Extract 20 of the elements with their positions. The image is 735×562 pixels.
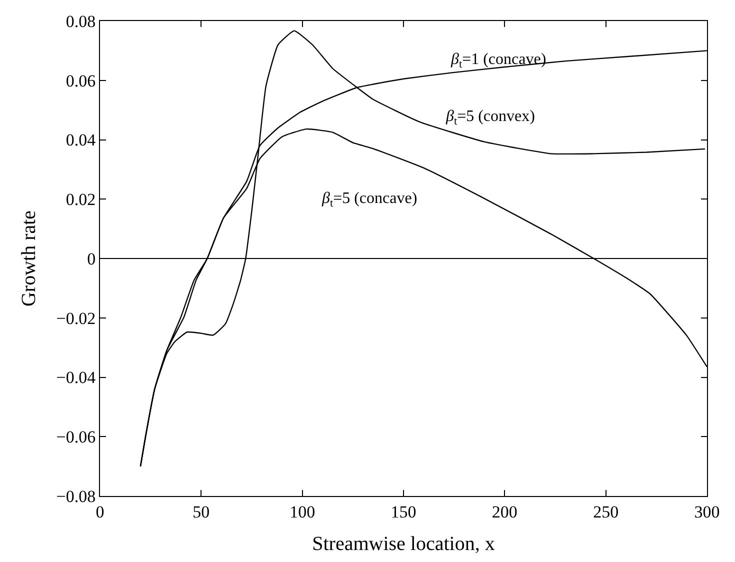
x-tick-label: 300	[694, 502, 720, 522]
y-tick-label: 0.02	[66, 190, 96, 210]
y-tick-label: −0.04	[56, 368, 96, 388]
y-tick-label: −0.06	[56, 428, 96, 447]
y-tick-label: 0.06	[66, 71, 96, 90]
y-tick-label: −0.02	[56, 308, 96, 328]
y-axis-title: Growth rate	[18, 210, 40, 307]
x-tick-label: 100	[290, 502, 316, 522]
y-tick-label: 0.04	[66, 130, 96, 150]
x-tick-label: 250	[593, 502, 619, 522]
series-label: β$_{t}$=1 (concave)	[450, 51, 546, 70]
series-label: β$_{t}$=5 (concave)	[321, 190, 418, 210]
x-axis-title: Streamwise location, x	[312, 532, 495, 555]
y-tick-label: −0.08	[56, 486, 96, 506]
x-tick-label: 50	[192, 502, 210, 522]
y-tick-label: 0	[87, 249, 96, 268]
y-tick-label: 0.08	[66, 12, 96, 31]
series-label: β$_{t}$=5 (convex)	[445, 108, 535, 128]
x-tick-label: 150	[390, 502, 416, 522]
x-tick-label: 200	[492, 502, 518, 522]
